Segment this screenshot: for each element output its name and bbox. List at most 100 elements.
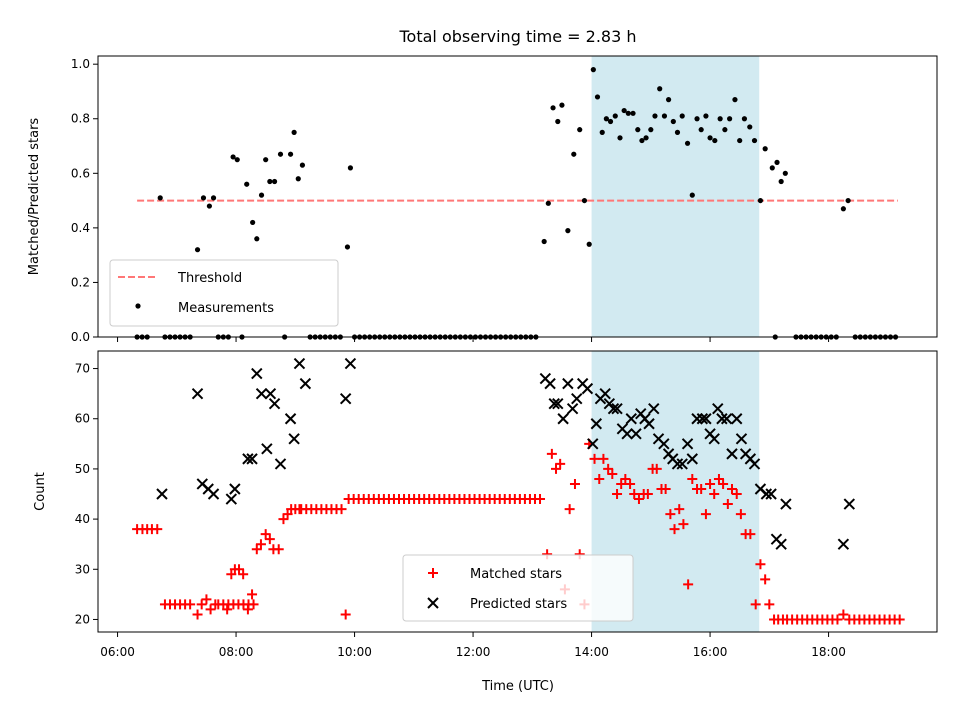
predicted-stars-point (261, 443, 273, 455)
measurements-point (295, 176, 301, 182)
matched-stars-point (555, 458, 566, 469)
predicted-stars-point (643, 418, 655, 430)
predicted-stars-point (708, 433, 720, 445)
predicted-stars-point (696, 413, 709, 425)
matched-stars-point (226, 569, 237, 580)
measurements-point (762, 146, 768, 152)
matched-stars-point (838, 609, 849, 620)
measurements-point (571, 151, 577, 157)
legend-box (402, 554, 634, 622)
matched-stars-point (669, 524, 680, 535)
measurements-point (263, 157, 269, 163)
matched-stars-point (612, 489, 623, 500)
matched-stars-point (205, 604, 216, 615)
measurements-point (344, 244, 351, 250)
matched-stars-point (535, 494, 546, 505)
measurements-point (258, 192, 265, 198)
predicted-stars-point (681, 438, 694, 450)
measurements-point (586, 241, 592, 247)
measurements-point (674, 129, 681, 135)
predicted-stars-point (552, 397, 564, 410)
measurements-point (689, 192, 695, 198)
matched-stars-point (603, 463, 614, 474)
measurements-point (550, 105, 556, 111)
legend-measurements-label: Measurements (178, 301, 274, 316)
measurements-point (287, 151, 294, 157)
measurements-point (679, 113, 685, 119)
matched-stars-point (718, 478, 729, 489)
measurements-point (648, 127, 654, 133)
measurements-point (769, 165, 775, 171)
ratio-observing-window (591, 56, 760, 337)
predicted-stars-point (671, 458, 684, 470)
measurements-point (684, 140, 691, 146)
matched-stars-point (222, 604, 233, 615)
predicted-stars-point (587, 438, 599, 450)
predicted-stars-point (251, 367, 263, 380)
predicted-stars-point (544, 377, 556, 390)
measurements-point (194, 247, 201, 253)
matched-stars-point (642, 489, 653, 500)
predicted-stars-point (621, 428, 633, 440)
predicted-stars-point (780, 498, 792, 510)
measurements-point (607, 118, 614, 125)
count-y-tick-label: 70 (75, 362, 90, 376)
measurements-point (630, 110, 636, 116)
predicted-stars-point (339, 392, 352, 405)
count-y-tick-label: 50 (75, 462, 90, 476)
predicted-stars-point (566, 402, 579, 415)
measurements-point (555, 118, 561, 125)
predicted-stars-point (156, 488, 168, 500)
matched-stars-point (713, 473, 724, 484)
predicted-stars-point (700, 413, 712, 425)
predicted-stars-point (264, 387, 277, 400)
predicted-stars-point (625, 413, 637, 425)
matched-stars-point (709, 489, 720, 500)
matched-stars-point (247, 589, 258, 600)
matched-stars-point (683, 579, 694, 590)
matched-stars-point (700, 509, 711, 520)
x-tick-label: 18:00 (811, 645, 846, 659)
x-tick-label: 10:00 (337, 645, 372, 659)
measurements-point (722, 127, 728, 133)
x-tick-label: 16:00 (693, 645, 728, 659)
top-panel: 0.0 0.2 0.4 0.6 0.8 1.0 Matched/Predicted star… (27, 55, 938, 344)
predicted-stars-point (246, 453, 258, 465)
matched-stars-point (696, 483, 707, 494)
measurements-point (643, 135, 649, 141)
predicted-stars-point (293, 357, 306, 370)
legend-predicted-swatch (427, 597, 439, 609)
measurements-point (665, 97, 672, 103)
chart-title: Total observing time = 2.83 h (398, 27, 636, 46)
measurements-point (347, 165, 354, 171)
measurements-point (559, 102, 565, 108)
measurements-point (703, 113, 709, 119)
matched-stars-point (185, 599, 196, 610)
matched-stars-point (260, 529, 271, 540)
measurements-point (157, 195, 163, 201)
predicted-stars-point (274, 458, 287, 470)
ratio-y-tick-label: 1.0 (71, 57, 90, 71)
bottom-panel: 20 30 40 50 60 70 06:00 08:00 10:00 12:00 14:00 16:… (33, 350, 938, 659)
matched-stars-point (687, 473, 698, 484)
matched-stars-point (660, 483, 671, 494)
predicted-stars-point (225, 493, 238, 505)
predicted-stars-point (590, 418, 603, 430)
measurements-point (210, 195, 217, 201)
measurements-point (612, 113, 618, 119)
predicted-stars-point (775, 538, 787, 550)
ratio-y-tick-label: 0.0 (71, 330, 90, 344)
measurements-point (845, 197, 851, 204)
measurements-point (244, 181, 250, 187)
predicted-stars-point (837, 538, 850, 550)
matched-stars-point (750, 599, 761, 610)
measurements-point (712, 137, 718, 144)
matched-stars-point (607, 468, 618, 479)
predicted-stars-point (557, 413, 569, 425)
predicted-stars-point (611, 402, 623, 415)
measurements-point (751, 137, 758, 144)
matched-stars-point (201, 594, 212, 605)
matched-stars-point (731, 489, 742, 500)
matched-stars-point (665, 509, 676, 520)
